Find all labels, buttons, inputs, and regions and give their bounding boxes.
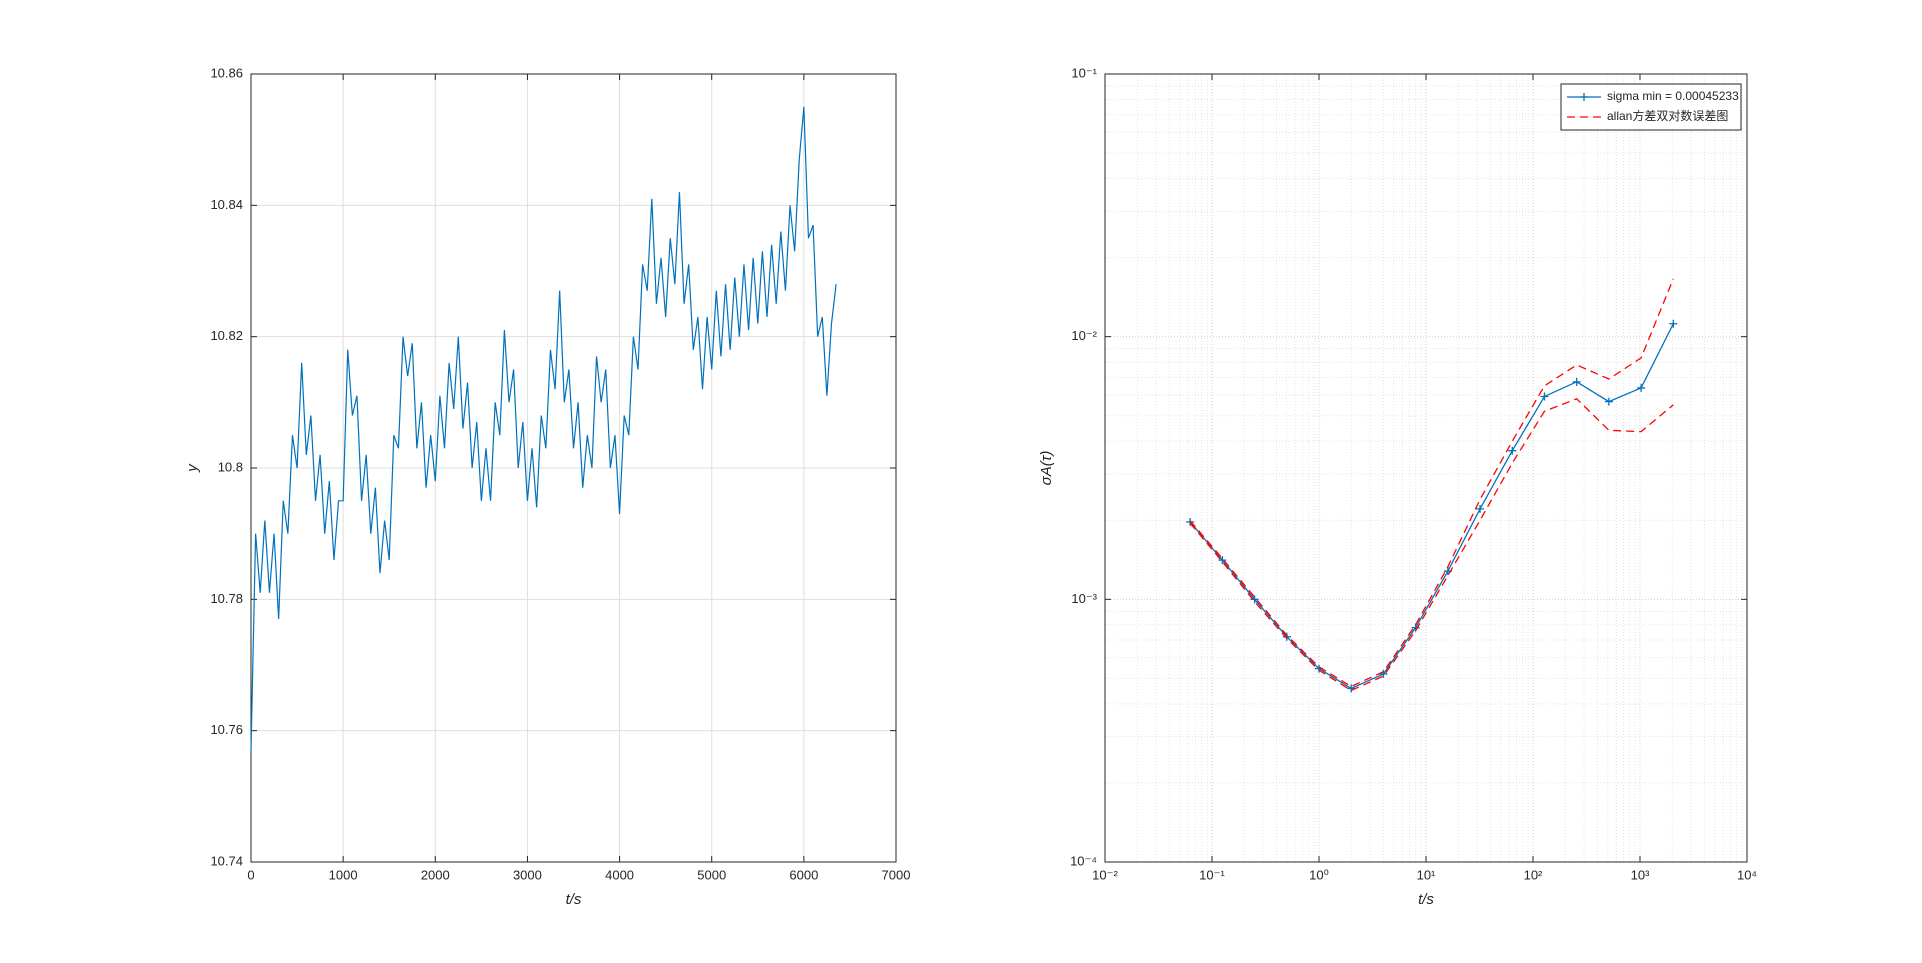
data-line [1189,398,1674,692]
x-tick-label: 1000 [329,867,358,882]
y-axis-label: σA(τ) [1038,451,1055,486]
axes: 10⁻² 10⁻¹ 10⁰ 10¹ 10² 10³ 10⁴ 10⁻⁴ 10⁻³ 10⁻² 10⁻¹ t… [1038,65,1757,908]
y-tick-label: 10.86 [210,65,243,80]
legend-box [1560,83,1742,131]
y-axis-label: y [184,463,201,473]
y-tick-label: 10.82 [210,328,243,343]
x-tick-label: 3000 [513,867,542,882]
x-tick-label: 10⁻¹ [1199,867,1225,882]
legend-label: allan方差双对数误差图 [1607,108,1728,123]
y-tick-label: 10.84 [210,197,243,212]
x-tick-label: 10⁻² [1092,867,1118,882]
y-tick-label: 10.74 [210,853,243,868]
x-tick-label: 6000 [789,867,818,882]
data-marker [1282,632,1291,641]
x-axis-label: t/s [1418,891,1434,908]
x-axis-label: t/s [566,891,582,908]
x-tick-label: 10¹ [1417,867,1436,882]
y-tick-label: 10.8 [218,459,243,474]
data-marker [1669,319,1678,328]
y-tick-label: 10⁻² [1071,328,1097,343]
legend: sigma min = 0.00045233 allan方差双对数误差图 [1560,83,1742,131]
x-tick-label: 5000 [697,867,726,882]
x-tick-label: 10⁴ [1737,867,1757,882]
data-marker [1508,446,1517,455]
data-marker [1637,383,1646,392]
data-marker [1186,517,1195,526]
legend-marker [1580,93,1588,101]
data-marker [1604,397,1613,406]
data-marker [1411,623,1420,632]
y-tick-label: 10⁻⁴ [1070,853,1097,868]
x-tick-label: 10³ [1631,867,1650,882]
x-tick-label: 10² [1524,867,1543,882]
x-tick-label: 4000 [605,867,634,882]
data-line [250,106,837,751]
axes-box [250,73,897,863]
data-marker [1540,392,1549,401]
data-marker [1218,556,1227,565]
y-tick-label: 10⁻³ [1071,591,1097,606]
axes-box [1104,73,1748,863]
x-tick-label: 7000 [882,867,911,882]
y-tick-label: 10.78 [210,591,243,606]
x-tick-label: 0 [247,867,254,882]
x-tick-label: 10⁰ [1309,867,1329,882]
data-line [1189,323,1674,690]
data-marker [1379,669,1388,678]
y-tick-label: 10.76 [210,722,243,737]
axes: 0 1000 2000 3000 4000 5000 6000 7000 10.74 10.76 1… [184,65,910,908]
data-line [1189,278,1674,688]
data-marker [1347,684,1356,693]
x-tick-label: 2000 [421,867,450,882]
data-marker [1476,504,1485,513]
y-tick-label: 10⁻¹ [1071,65,1097,80]
legend-label: sigma min = 0.00045233 [1607,89,1739,103]
data-marker [1572,377,1581,386]
